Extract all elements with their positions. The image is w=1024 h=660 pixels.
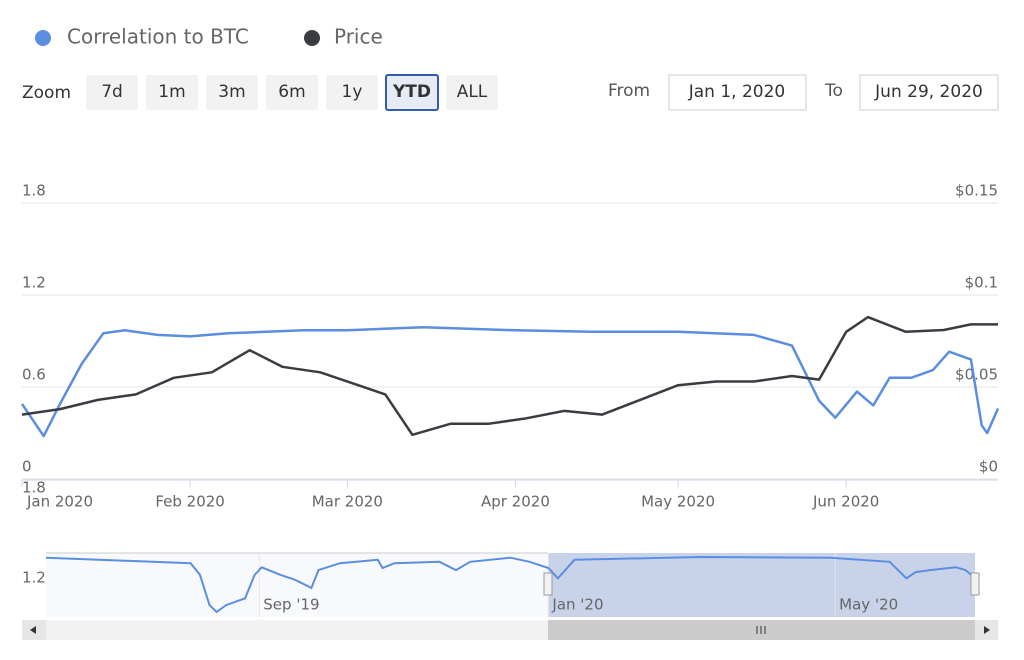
navigator-label: 1.8 bbox=[22, 479, 46, 497]
zoom-button-label[interactable]: 3m bbox=[218, 82, 245, 102]
legend-entry[interactable]: Correlation to BTC bbox=[67, 25, 249, 49]
y-tick-label: 0.6 bbox=[22, 366, 46, 384]
series-line bbox=[21, 315, 998, 437]
from-label: From bbox=[608, 81, 650, 101]
to-value[interactable]: Jun 29, 2020 bbox=[874, 82, 983, 102]
zoom-button-label[interactable]: 1m bbox=[158, 82, 185, 102]
zoom-button-label[interactable]: ALL bbox=[457, 82, 488, 102]
x-tick-label: Apr 2020 bbox=[481, 493, 550, 511]
to-input[interactable] bbox=[859, 74, 999, 111]
zoom-button[interactable] bbox=[446, 75, 498, 110]
arrow-right bbox=[984, 626, 990, 634]
y2-tick-label: $0.1 bbox=[965, 274, 998, 292]
navigator-tick-label: Jan '20 bbox=[551, 596, 603, 614]
series-line bbox=[20, 325, 1000, 438]
zoom-button[interactable] bbox=[385, 74, 439, 111]
zoom-button[interactable] bbox=[266, 75, 318, 110]
zoom-button[interactable] bbox=[326, 75, 378, 110]
zoom-button-label[interactable]: 6m bbox=[278, 82, 305, 102]
navigator-tick-label: Sep '19 bbox=[263, 596, 319, 614]
y2-tick-label: $0.15 bbox=[955, 182, 998, 200]
x-tick-label: May 2020 bbox=[641, 493, 715, 511]
to-label: To bbox=[824, 81, 843, 101]
y-tick-label: 1.8 bbox=[22, 182, 46, 200]
x-tick-label: Feb 2020 bbox=[155, 493, 225, 511]
legend-marker bbox=[304, 30, 320, 46]
y2-tick-label: $0 bbox=[979, 458, 998, 476]
y2-tick-label: $0.05 bbox=[955, 366, 998, 384]
zoom-button-label[interactable]: 7d bbox=[101, 82, 123, 102]
legend-marker bbox=[35, 30, 51, 46]
navigator-line bbox=[45, 555, 976, 614]
y-tick-label: 0 bbox=[22, 458, 32, 476]
x-tick-label: Jun 2020 bbox=[812, 493, 879, 511]
from-value[interactable]: Jan 1, 2020 bbox=[688, 82, 786, 102]
navigator-tick-label: May '20 bbox=[839, 596, 898, 614]
zoom-button[interactable] bbox=[206, 75, 258, 110]
scrollbar-grip bbox=[756, 626, 766, 634]
legend-entry[interactable]: Price bbox=[334, 25, 383, 49]
x-tick-label: Jan 2020 bbox=[26, 493, 93, 511]
arrow-left bbox=[30, 626, 36, 634]
x-tick-label: Mar 2020 bbox=[312, 493, 383, 511]
navigator-selection[interactable] bbox=[548, 553, 975, 617]
navigator-handle[interactable] bbox=[543, 572, 553, 596]
zoom-button[interactable] bbox=[146, 75, 198, 110]
y-tick-label: 1.2 bbox=[22, 274, 46, 292]
zoom-button-label[interactable]: YTD bbox=[392, 82, 431, 102]
zoom-button[interactable] bbox=[86, 75, 138, 110]
from-input[interactable] bbox=[668, 74, 807, 111]
navigator-label: 1.2 bbox=[22, 569, 46, 587]
zoom-button-label[interactable]: 1y bbox=[342, 82, 363, 102]
navigator-handle[interactable] bbox=[970, 572, 980, 596]
zoom-label: Zoom bbox=[22, 83, 71, 103]
